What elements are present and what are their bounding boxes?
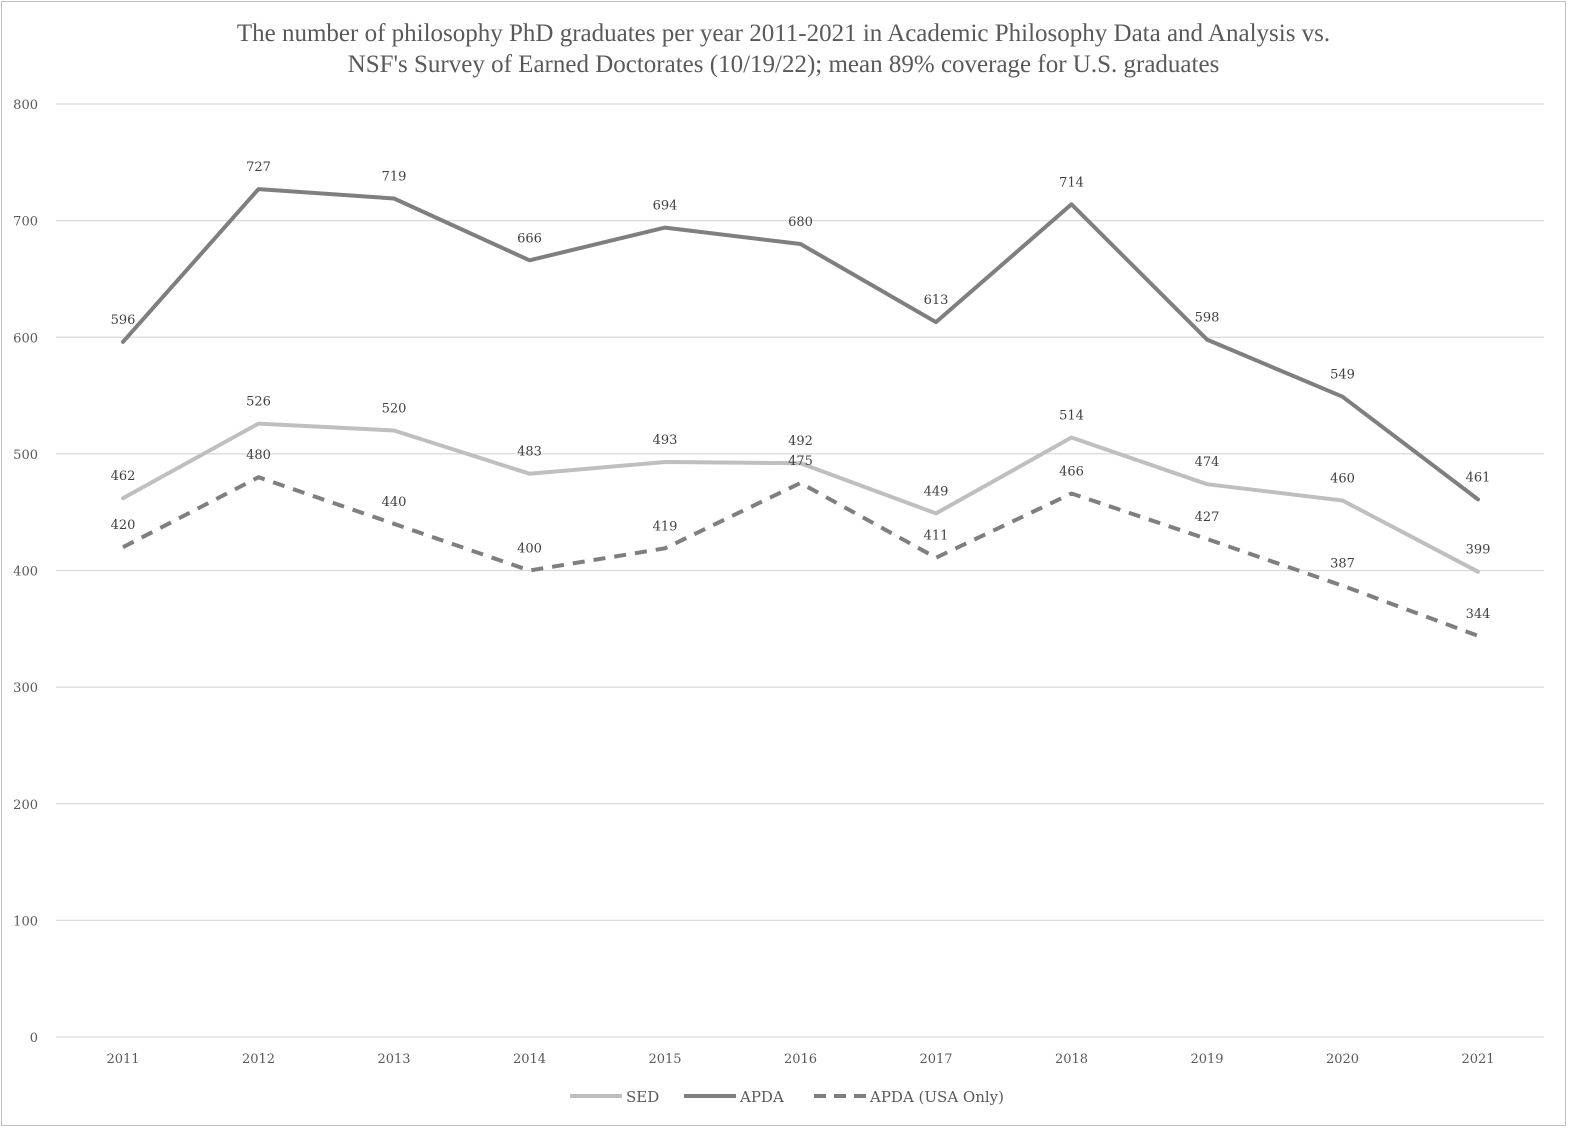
data-label-apda-2013: 719 <box>382 169 407 184</box>
data-label-sed-2020: 460 <box>1330 472 1355 487</box>
data-label-apda-usa-only-2021: 344 <box>1466 607 1491 622</box>
x-tick-label-2016: 2016 <box>784 1052 817 1067</box>
y-tick-label-300: 300 <box>13 681 38 696</box>
series-line-sed <box>121 421 1480 574</box>
series-line-apda-usa-only <box>122 475 1479 638</box>
data-label-sed-2013: 520 <box>382 402 407 417</box>
data-label-sed-2016: 492 <box>788 434 813 449</box>
chart-title: The number of philosophy PhD graduates p… <box>0 18 1567 80</box>
data-label-sed-2015: 493 <box>653 433 678 448</box>
data-label-apda-2011: 596 <box>111 313 136 328</box>
data-label-sed-2014: 483 <box>517 445 542 460</box>
y-axis-tick-labels: 0 100 200 300 400 500 600 700 800 <box>13 98 38 1046</box>
series-line-apda <box>121 187 1480 502</box>
data-label-apda-usa-only-2015: 419 <box>653 519 678 534</box>
x-tick-label-2021: 2021 <box>1461 1052 1494 1067</box>
y-tick-label-800: 800 <box>13 98 38 113</box>
data-label-apda-2019: 598 <box>1195 311 1220 326</box>
gridlines <box>56 103 1544 1038</box>
data-label-apda-usa-only-2018: 466 <box>1059 465 1084 480</box>
data-label-sed-2011: 462 <box>111 469 136 484</box>
x-tick-label-2011: 2011 <box>106 1052 139 1067</box>
chart-title-line-2: NSF's Survey of Earned Doctorates (10/19… <box>347 51 1220 78</box>
data-label-sed-2018: 514 <box>1059 409 1084 424</box>
x-tick-label-2020: 2020 <box>1326 1052 1359 1067</box>
data-label-apda-usa-only-2011: 420 <box>111 518 136 533</box>
data-label-apda-2021: 461 <box>1466 470 1491 485</box>
data-label-apda-2016: 680 <box>788 215 813 230</box>
x-tick-label-2017: 2017 <box>919 1052 952 1067</box>
y-tick-label-100: 100 <box>13 914 38 929</box>
legend-label-sed: SED <box>626 1088 659 1106</box>
data-label-sed-2012: 526 <box>246 395 271 410</box>
data-label-apda-usa-only-2019: 427 <box>1195 510 1220 525</box>
legend: SED APDA APDA (USA Only) <box>570 1088 1004 1106</box>
data-label-apda-2017: 613 <box>924 293 949 308</box>
data-label-apda-2020: 549 <box>1330 368 1355 383</box>
data-label-apda-usa-only-2013: 440 <box>382 495 407 510</box>
data-label-apda-usa-only-2017: 411 <box>924 529 949 544</box>
y-tick-label-200: 200 <box>13 798 38 813</box>
chart-title-line-1: The number of philosophy PhD graduates p… <box>236 20 1331 47</box>
legend-label-apda-usa-only: APDA (USA Only) <box>869 1088 1004 1106</box>
y-tick-label-0: 0 <box>30 1031 38 1046</box>
data-label-sed-2019: 474 <box>1195 455 1220 470</box>
series-lines <box>121 187 1480 638</box>
data-label-apda-usa-only-2014: 400 <box>517 542 542 557</box>
y-tick-label-400: 400 <box>13 565 38 580</box>
data-label-apda-2015: 694 <box>653 199 678 214</box>
x-tick-label-2015: 2015 <box>648 1052 681 1067</box>
data-label-sed-2017: 449 <box>924 484 949 499</box>
x-tick-label-2018: 2018 <box>1055 1052 1088 1067</box>
x-axis-tick-labels: 2011 2012 2013 2014 2015 2016 2017 2018 2019 2020… <box>106 1052 1494 1067</box>
data-label-sed-2021: 399 <box>1466 543 1491 558</box>
x-tick-label-2012: 2012 <box>242 1052 275 1067</box>
x-tick-label-2019: 2019 <box>1190 1052 1223 1067</box>
x-tick-label-2013: 2013 <box>377 1052 410 1067</box>
data-label-apda-usa-only-2012: 480 <box>246 448 271 463</box>
y-tick-label-600: 600 <box>13 331 38 346</box>
y-tick-label-500: 500 <box>13 448 38 463</box>
data-label-apda-usa-only-2016: 475 <box>788 454 813 469</box>
data-label-apda-usa-only-2020: 387 <box>1330 557 1355 572</box>
data-label-apda-2018: 714 <box>1059 175 1084 190</box>
legend-label-apda: APDA <box>739 1088 784 1106</box>
y-tick-label-700: 700 <box>13 215 38 230</box>
x-tick-label-2014: 2014 <box>513 1052 546 1067</box>
data-labels: 462 526 520 483 493 492 449 514 474 460 399 596 727 7… <box>111 160 1491 622</box>
data-label-apda-2014: 666 <box>517 231 542 246</box>
data-label-apda-2012: 727 <box>246 160 271 175</box>
